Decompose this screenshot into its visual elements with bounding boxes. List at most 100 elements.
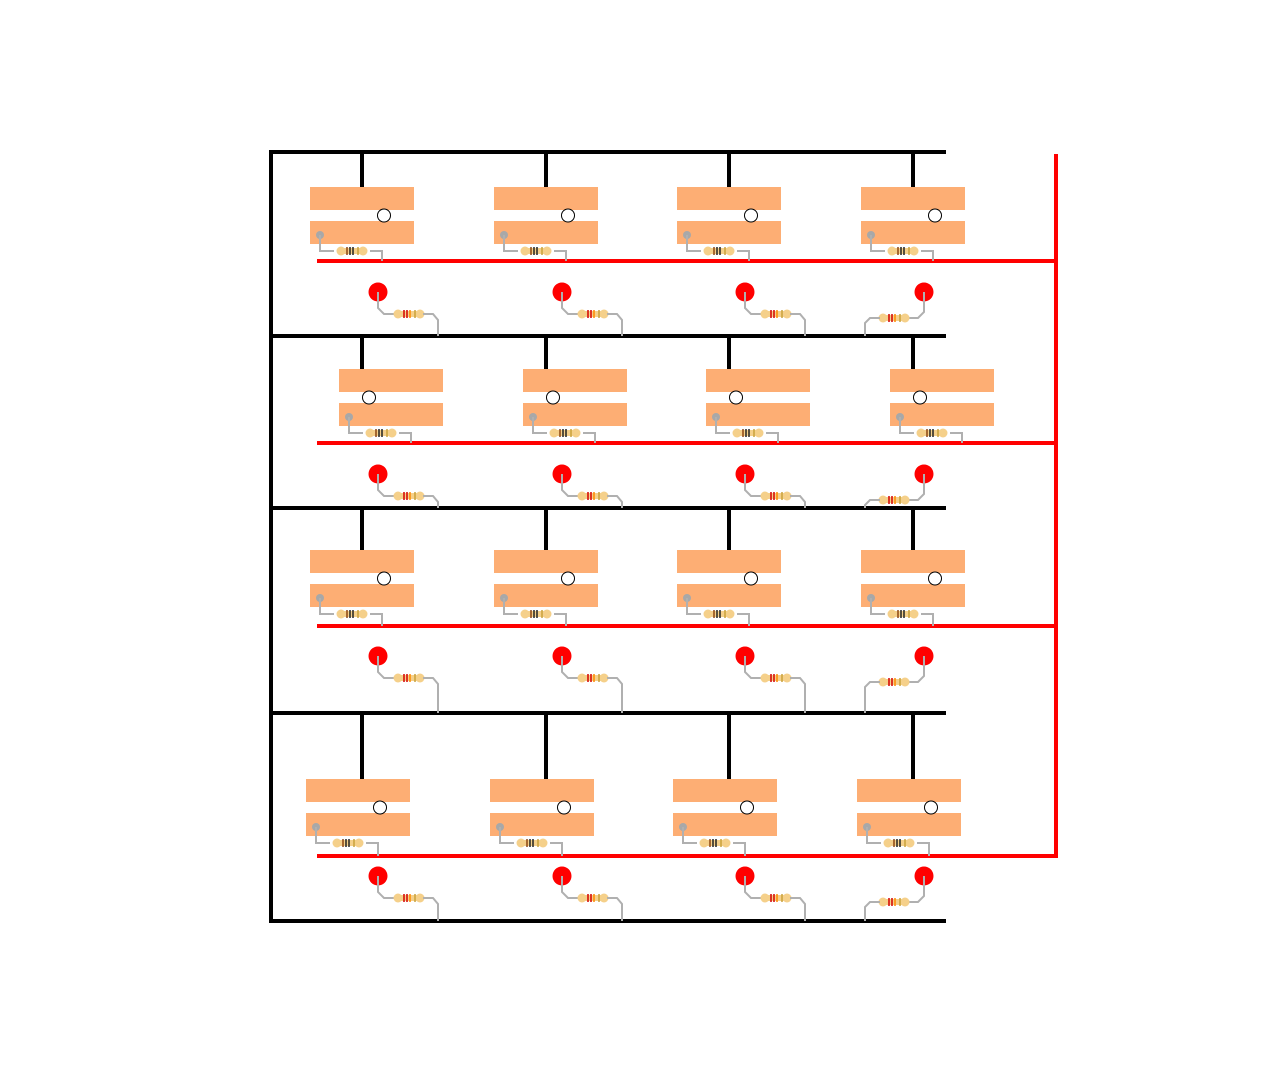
led-resistor-body [396, 493, 422, 499]
switch-plate-bottom [306, 813, 410, 836]
led-resistor-wire [790, 495, 806, 508]
led-resistor-band [770, 674, 772, 682]
led-resistor-band [406, 894, 408, 902]
switch-resistor-band [541, 247, 543, 255]
led-resistor-cap-left [760, 309, 770, 319]
switch-contact-icon [557, 800, 571, 815]
led-resistor-wire [744, 876, 762, 899]
led-resistor-cap-left [760, 893, 770, 903]
switch-resistor-body [890, 611, 916, 617]
switch-resistor-cap-left [703, 246, 713, 256]
led-resistor-body [763, 493, 789, 499]
led-resistor-band [776, 492, 778, 500]
switch-plate-top [310, 550, 414, 573]
switch-plate-top [677, 550, 781, 573]
led-resistor-band [781, 492, 783, 500]
led-resistor-wire [561, 474, 579, 497]
led-resistor-cap-right [599, 673, 609, 683]
switch-plate-top [494, 550, 598, 573]
switch-contact-icon [377, 571, 391, 586]
led-resistor-band [414, 894, 416, 902]
led-resistor-band [891, 314, 893, 322]
led-resistor-band [414, 492, 416, 500]
switch-resistor-band [349, 247, 351, 255]
switch-plate-top [861, 550, 965, 573]
led-resistor-cap-left [760, 673, 770, 683]
switch-resistor-cap-right [725, 246, 735, 256]
led-resistor-band [590, 492, 592, 500]
led-resistor-wire [908, 876, 925, 903]
led-resistor-band [409, 894, 411, 902]
switch-resistor-band [346, 247, 348, 255]
switch-resistor-band [530, 247, 532, 255]
switch-resistor-cap-left [520, 246, 530, 256]
led-resistor-band [894, 314, 896, 322]
switch-resistor-wire [319, 598, 334, 615]
switch-plate-bottom [677, 584, 781, 607]
led-resistor-wire [377, 474, 395, 497]
switch-resistor-cap-right [538, 838, 548, 848]
switch-resistor-wire [399, 432, 412, 443]
led-resistor-band [593, 674, 595, 682]
switch-contact-icon [744, 208, 758, 223]
led-resistor-wire [744, 656, 762, 679]
switch-resistor-band [375, 429, 377, 437]
led-resistor-band [899, 678, 901, 686]
led-resistor-cap-left [878, 495, 888, 505]
switch-resistor-cap-left [336, 609, 346, 619]
switch-resistor-wire [315, 827, 330, 844]
led-resistor-band [894, 898, 896, 906]
switch-contact-icon [546, 390, 560, 405]
switch-plate-bottom [494, 584, 598, 607]
led-resistor-cap-left [393, 491, 403, 501]
switch-resistor-band [937, 429, 939, 437]
switch-resistor-band [529, 839, 531, 847]
led-resistor-wire [908, 656, 925, 683]
switch-resistor-band [570, 429, 572, 437]
led-resistor-band [598, 894, 600, 902]
switch-resistor-band [716, 610, 718, 618]
led-resistor-wire [790, 897, 806, 921]
switch-resistor-wire [866, 827, 881, 844]
switch-resistor-cap-left [916, 428, 926, 438]
led-resistor-band [587, 674, 589, 682]
led-resistor-body [396, 311, 422, 317]
switch-plate-top [490, 779, 594, 802]
led-resistor-band [414, 674, 416, 682]
switch-resistor-band [536, 610, 538, 618]
led-resistor-band [891, 496, 893, 504]
led-resistor-band [593, 310, 595, 318]
switch-resistor-band [381, 429, 383, 437]
switch-plate-top [706, 369, 810, 392]
switch-plate-bottom [494, 221, 598, 244]
led-resistor-band [590, 310, 592, 318]
led-resistor-wire [744, 292, 762, 315]
led-resistor-body [881, 679, 907, 685]
switch-plate-top [523, 369, 627, 392]
led-resistor-band [781, 310, 783, 318]
switch-resistor-wire [532, 417, 547, 434]
led-resistor-cap-right [782, 893, 792, 903]
switch-contact-icon [740, 800, 754, 815]
led-resistor-wire [607, 313, 623, 336]
led-resistor-band [888, 678, 890, 686]
switch-resistor-band [378, 429, 380, 437]
led-resistor-body [396, 675, 422, 681]
switch-resistor-cap-left [549, 428, 559, 438]
switch-resistor-wire [682, 827, 697, 844]
switch-resistor-cap-left [365, 428, 375, 438]
led-resistor-band [891, 898, 893, 906]
led-resistor-cap-left [393, 893, 403, 903]
led-resistor-cap-left [760, 491, 770, 501]
switch-resistor-cap-right [354, 838, 364, 848]
led-resistor-wire [908, 474, 925, 501]
led-resistor-body [763, 675, 789, 681]
led-resistor-cap-right [599, 309, 609, 319]
switch-resistor-band [926, 429, 928, 437]
switch-resistor-wire [583, 432, 596, 443]
switch-resistor-band [720, 839, 722, 847]
switch-resistor-cap-right [571, 428, 581, 438]
led-resistor-band [598, 310, 600, 318]
switch-plate-top [673, 779, 777, 802]
